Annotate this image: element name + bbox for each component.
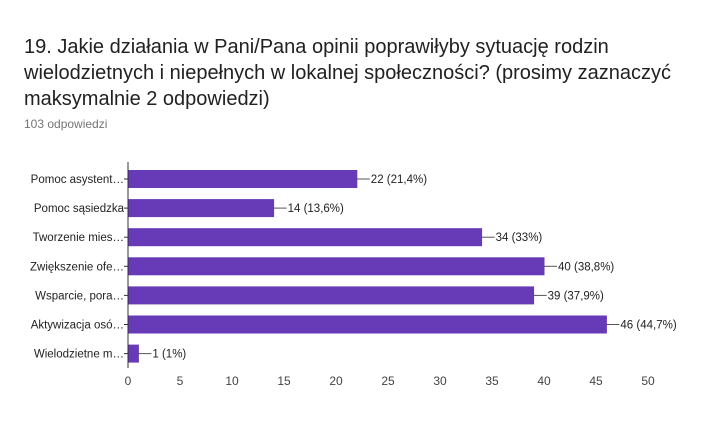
category-label: Zwiększenie ofe… (30, 261, 124, 273)
bar (128, 257, 545, 276)
value-label: 39 (37,9%) (548, 290, 604, 302)
category-label: Aktywizacja osó… (31, 320, 124, 332)
x-tick-label: 40 (537, 374, 551, 388)
bar (128, 344, 139, 363)
question-title: 19. Jakie działania w Pani/Pana opinii p… (24, 36, 671, 110)
value-label: 40 (38,8%) (558, 261, 614, 273)
category-label: Tworzenie mies… (33, 232, 124, 244)
x-tick-label: 45 (589, 374, 603, 388)
response-count: 103 odpowiedzi (24, 117, 108, 131)
bar (128, 286, 535, 305)
category-label: Pomoc sąsiedzka (34, 203, 125, 215)
category-label: Pomoc asystent… (31, 174, 124, 186)
category-label: Wsparcie, pora… (35, 290, 124, 302)
value-label: 1 (1%) (152, 349, 186, 361)
x-tick-label: 5 (177, 374, 184, 388)
value-label: 46 (44,7%) (620, 320, 676, 332)
x-tick-label: 10 (225, 374, 239, 388)
x-tick-label: 0 (125, 374, 132, 388)
x-tick-label: 50 (641, 374, 655, 388)
value-label: 22 (21,4%) (371, 174, 427, 186)
value-label: 14 (13,6%) (288, 203, 344, 215)
x-tick-label: 15 (277, 374, 291, 388)
x-tick-label: 35 (485, 374, 499, 388)
x-tick-label: 30 (433, 374, 447, 388)
x-tick-label: 25 (381, 374, 395, 388)
bar (128, 199, 275, 218)
bar (128, 315, 607, 334)
value-label: 34 (33%) (496, 232, 543, 244)
x-tick-label: 20 (329, 374, 343, 388)
category-label: Wielodzietne m… (34, 349, 124, 361)
bar (128, 170, 358, 188)
bar (128, 228, 483, 247)
